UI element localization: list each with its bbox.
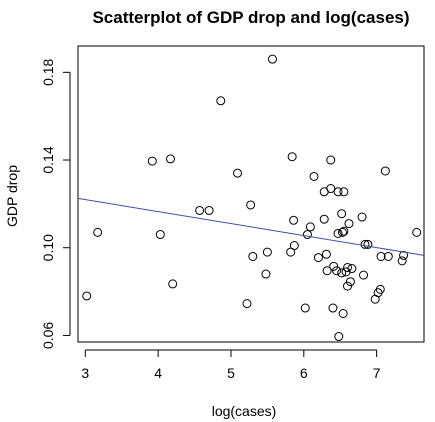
data-point xyxy=(322,266,332,276)
data-point xyxy=(380,166,390,176)
y-tick-label: 0.14 xyxy=(40,146,56,173)
x-tick-label: 3 xyxy=(81,365,89,381)
y-tick-label: 0.06 xyxy=(40,322,56,349)
data-point xyxy=(289,241,299,251)
data-point xyxy=(93,227,103,237)
data-point xyxy=(412,227,422,237)
data-point xyxy=(321,249,331,259)
y-axis: 0.06 0.10 0.14 0.18 xyxy=(40,58,71,349)
data-point xyxy=(337,268,347,278)
data-point xyxy=(261,269,271,279)
data-point xyxy=(375,284,385,294)
data-point xyxy=(399,250,409,260)
x-tick-label: 5 xyxy=(227,365,235,381)
data-point xyxy=(337,227,347,237)
data-point xyxy=(333,228,343,238)
data-point xyxy=(242,299,252,309)
data-point xyxy=(376,251,386,261)
regression-line xyxy=(77,197,425,256)
data-point xyxy=(344,219,354,229)
data-point xyxy=(82,291,92,301)
data-point xyxy=(246,200,256,210)
data-point xyxy=(326,184,336,194)
data-point xyxy=(155,230,165,240)
y-tick-label: 0.10 xyxy=(40,234,56,261)
data-point xyxy=(334,332,344,342)
plot-frame xyxy=(77,45,425,343)
x-tick-label: 6 xyxy=(300,365,308,381)
data-point xyxy=(287,152,297,162)
data-point xyxy=(262,247,272,257)
x-axis-label: log(cases) xyxy=(212,403,277,419)
data-point xyxy=(168,279,178,289)
data-point xyxy=(147,156,157,166)
data-point xyxy=(339,226,349,236)
data-point xyxy=(359,270,369,280)
data-point xyxy=(328,303,338,313)
data-point xyxy=(326,155,336,165)
data-point xyxy=(267,54,277,64)
data-point xyxy=(305,222,315,232)
y-axis-label: GDP drop xyxy=(4,165,20,227)
data-point xyxy=(300,303,310,313)
data-point xyxy=(360,239,370,249)
data-point xyxy=(216,96,226,106)
data-point xyxy=(289,215,299,225)
data-point xyxy=(343,262,353,272)
data-point xyxy=(319,214,329,224)
points-layer xyxy=(82,54,422,342)
data-point xyxy=(357,212,367,222)
data-point xyxy=(339,187,349,197)
data-point xyxy=(363,239,373,249)
x-tick-label: 4 xyxy=(154,365,162,381)
data-point xyxy=(329,261,339,271)
data-point xyxy=(343,281,353,291)
data-point xyxy=(233,168,243,178)
data-point xyxy=(166,154,176,164)
data-point xyxy=(248,251,258,261)
data-point xyxy=(309,171,319,181)
data-point xyxy=(338,309,348,318)
chart-title: Scatterplot of GDP drop and log(cases) xyxy=(92,8,409,27)
data-point xyxy=(195,205,205,215)
data-point xyxy=(204,205,214,215)
data-point xyxy=(337,209,347,219)
data-point xyxy=(333,187,343,197)
data-point xyxy=(302,230,312,240)
data-point xyxy=(383,251,393,261)
x-tick-label: 7 xyxy=(373,365,381,381)
data-point xyxy=(347,264,357,274)
data-point xyxy=(345,277,355,287)
data-point xyxy=(313,253,323,263)
data-point xyxy=(397,256,407,266)
x-axis: 3 4 5 6 7 xyxy=(81,349,381,381)
y-tick-label: 0.18 xyxy=(40,58,56,85)
data-point xyxy=(332,266,342,276)
